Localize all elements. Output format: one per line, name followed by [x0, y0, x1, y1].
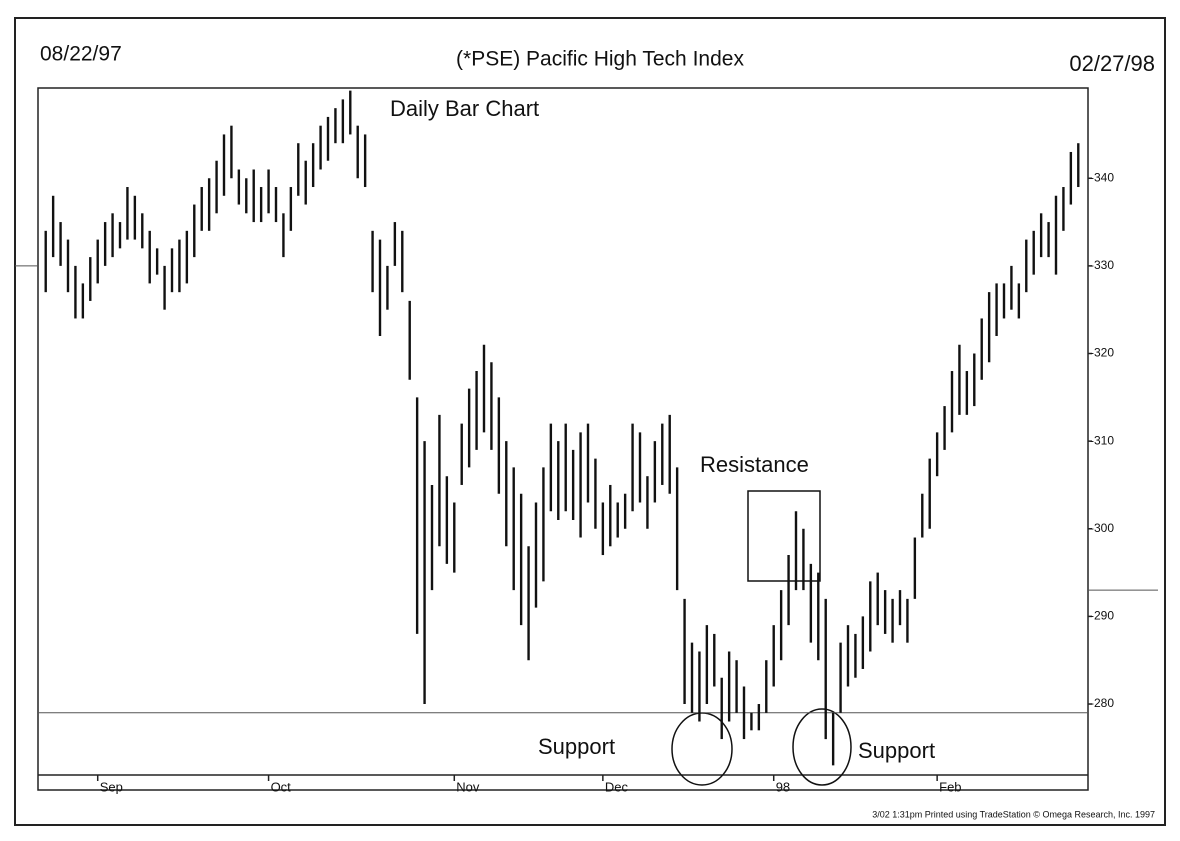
end-date: 02/27/98 [1069, 51, 1155, 76]
y-tick-label: -280 [1090, 696, 1114, 710]
start-date: 08/22/97 [40, 43, 122, 66]
support-circle [671, 712, 733, 786]
chart-title: (*PSE) Pacific High Tech Index [456, 48, 744, 71]
footer: 3/02 1:31pm Printed using TradeStation ©… [872, 809, 1155, 819]
x-tick-label: Oct [271, 779, 292, 794]
x-tick-label: Dec [605, 779, 629, 794]
y-tick-label: -320 [1090, 346, 1114, 360]
y-tick-label: -340 [1090, 170, 1114, 184]
y-tick-label: -300 [1090, 521, 1114, 535]
resistance-box [747, 490, 821, 582]
plot-frame [37, 87, 1089, 791]
subtitle: Daily Bar Chart [390, 96, 539, 121]
support-circle [792, 708, 852, 786]
annotation: Resistance [700, 452, 809, 477]
x-tick-label: 98 [776, 779, 790, 794]
y-tick-label: -290 [1090, 609, 1114, 623]
x-tick-label: Sep [100, 779, 123, 794]
annotation: Support [858, 738, 935, 763]
annotation: Support [538, 734, 615, 759]
y-tick-label: -330 [1090, 258, 1114, 272]
y-tick-label: -310 [1090, 433, 1114, 447]
frame [14, 17, 1166, 826]
x-tick-label: Feb [939, 779, 961, 794]
x-tick-label: Nov [456, 779, 480, 794]
